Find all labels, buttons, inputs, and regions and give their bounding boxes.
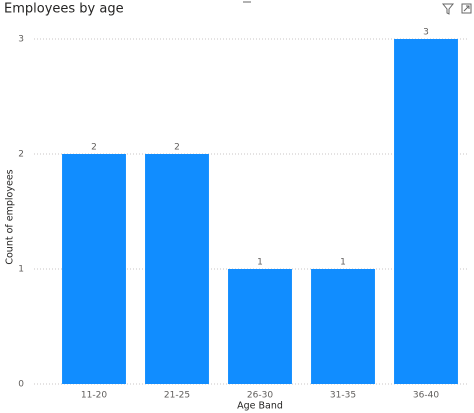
bar xyxy=(228,269,292,384)
data-label: 1 xyxy=(257,258,263,268)
y-tick-label: 3 xyxy=(18,35,24,45)
x-tick-label: 36-40 xyxy=(413,391,439,401)
data-label: 2 xyxy=(174,143,180,153)
data-label: 1 xyxy=(340,258,346,268)
y-tick-label: 1 xyxy=(18,265,24,275)
data-label: 3 xyxy=(423,28,429,38)
bar xyxy=(62,154,126,384)
bar xyxy=(145,154,209,384)
focus-mode-icon[interactable] xyxy=(461,3,472,14)
filter-icon[interactable] xyxy=(441,3,455,15)
visual-header xyxy=(243,1,472,15)
y-tick-label: 2 xyxy=(18,150,24,160)
chart-title: Employees by age xyxy=(4,2,124,17)
bar xyxy=(394,39,458,384)
x-tick-label: 31-35 xyxy=(330,391,356,401)
y-axis-title: Count of employees xyxy=(5,169,16,264)
bar xyxy=(311,269,375,384)
data-label: 2 xyxy=(91,143,97,153)
x-tick-label: 21-25 xyxy=(164,391,190,401)
y-tick-label: 0 xyxy=(18,380,24,390)
x-tick-label: 11-20 xyxy=(81,391,107,401)
focus-mode-arrow xyxy=(463,5,470,12)
x-axis-title: Age Band xyxy=(237,401,283,412)
x-tick-label: 26-30 xyxy=(247,391,273,401)
